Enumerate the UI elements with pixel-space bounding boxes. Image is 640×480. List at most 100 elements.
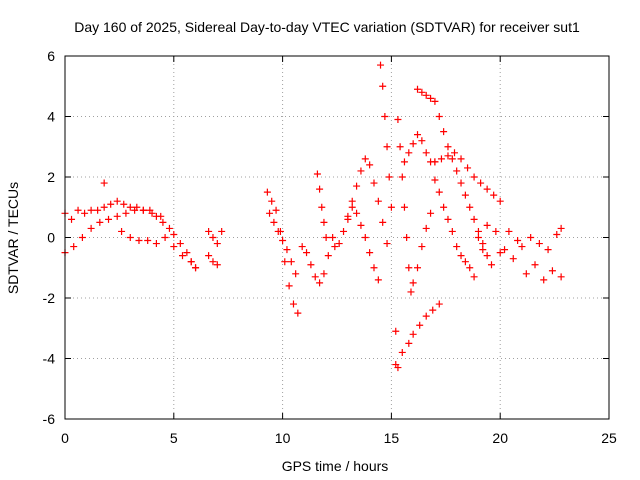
data-point xyxy=(418,243,426,251)
data-point xyxy=(398,348,406,356)
data-point xyxy=(131,206,139,214)
data-point xyxy=(320,218,328,226)
data-point xyxy=(518,243,526,251)
data-point xyxy=(303,249,311,257)
data-point xyxy=(435,300,443,308)
data-point xyxy=(418,88,426,96)
data-point xyxy=(379,82,387,90)
data-point xyxy=(431,176,439,184)
data-point xyxy=(435,188,443,196)
data-point xyxy=(318,203,326,211)
y-axis-label: SDTVAR / TECUs xyxy=(5,182,21,294)
data-point xyxy=(126,234,134,241)
data-point xyxy=(422,312,430,320)
data-point xyxy=(527,234,535,241)
data-point xyxy=(348,203,356,211)
data-point xyxy=(170,243,178,251)
data-point xyxy=(81,209,89,217)
data-point xyxy=(464,164,472,172)
data-point xyxy=(285,282,293,290)
data-point xyxy=(205,227,213,235)
data-point xyxy=(377,61,385,69)
data-point xyxy=(457,252,465,260)
data-point xyxy=(316,279,324,287)
data-point xyxy=(268,197,276,205)
data-point xyxy=(357,221,365,229)
data-point xyxy=(409,330,417,338)
data-point xyxy=(322,234,330,241)
data-point xyxy=(68,215,76,223)
data-point xyxy=(361,234,369,241)
data-point xyxy=(400,158,408,166)
data-point xyxy=(335,240,343,248)
data-point xyxy=(135,237,143,245)
data-point xyxy=(422,149,430,157)
data-point xyxy=(431,97,439,105)
data-point xyxy=(113,212,121,220)
data-point xyxy=(483,252,491,260)
data-point xyxy=(398,173,406,181)
data-point xyxy=(324,252,332,260)
y-tick-label: -4 xyxy=(43,351,56,367)
data-point xyxy=(205,252,213,260)
data-point xyxy=(96,218,104,226)
data-point xyxy=(548,267,556,275)
data-point xyxy=(209,258,217,266)
data-point xyxy=(448,227,456,235)
data-point xyxy=(470,273,478,281)
data-point xyxy=(74,206,82,214)
data-point xyxy=(414,85,422,93)
data-point xyxy=(213,261,221,269)
data-point xyxy=(414,131,422,139)
y-tick-label: 0 xyxy=(47,230,55,246)
data-point xyxy=(409,140,417,148)
data-point xyxy=(353,209,361,217)
data-point xyxy=(152,240,160,248)
data-point xyxy=(374,197,382,205)
data-point xyxy=(366,161,374,169)
y-tick-label: 6 xyxy=(47,48,55,64)
data-point xyxy=(453,167,461,175)
data-point xyxy=(496,249,504,257)
data-point xyxy=(100,179,108,187)
data-point xyxy=(496,197,504,205)
data-point xyxy=(287,258,295,266)
data-point xyxy=(70,243,78,251)
data-point xyxy=(416,321,424,329)
data-point xyxy=(394,364,402,372)
data-point xyxy=(440,203,448,211)
data-point xyxy=(331,243,339,251)
y-tick-label: 4 xyxy=(47,109,55,125)
data-point xyxy=(272,206,280,214)
data-point xyxy=(348,197,356,205)
data-point xyxy=(479,240,487,248)
data-point xyxy=(440,128,448,136)
data-point xyxy=(444,143,452,151)
data-point xyxy=(474,227,482,235)
data-point xyxy=(298,243,306,251)
data-point xyxy=(170,230,178,238)
data-point xyxy=(553,230,561,238)
data-point xyxy=(311,273,319,281)
data-point xyxy=(448,155,456,163)
data-point xyxy=(387,203,395,211)
axis-ticks: 0 5 10 15 20 25 -6 -4 -2 0 2 4 6 xyxy=(43,48,617,446)
data-point xyxy=(283,246,291,254)
data-point xyxy=(307,261,315,269)
data-point xyxy=(294,309,302,317)
data-point xyxy=(444,215,452,223)
data-point xyxy=(100,203,108,211)
data-point xyxy=(366,249,374,257)
data-point xyxy=(165,224,173,232)
data-point xyxy=(544,246,552,254)
data-point xyxy=(418,137,426,145)
data-point xyxy=(427,209,435,217)
data-point xyxy=(474,234,482,241)
data-point xyxy=(159,218,167,226)
data-point xyxy=(361,155,369,163)
x-tick-label: 0 xyxy=(61,430,69,446)
data-point xyxy=(113,197,121,205)
data-point xyxy=(144,237,152,245)
data-point xyxy=(451,149,459,157)
